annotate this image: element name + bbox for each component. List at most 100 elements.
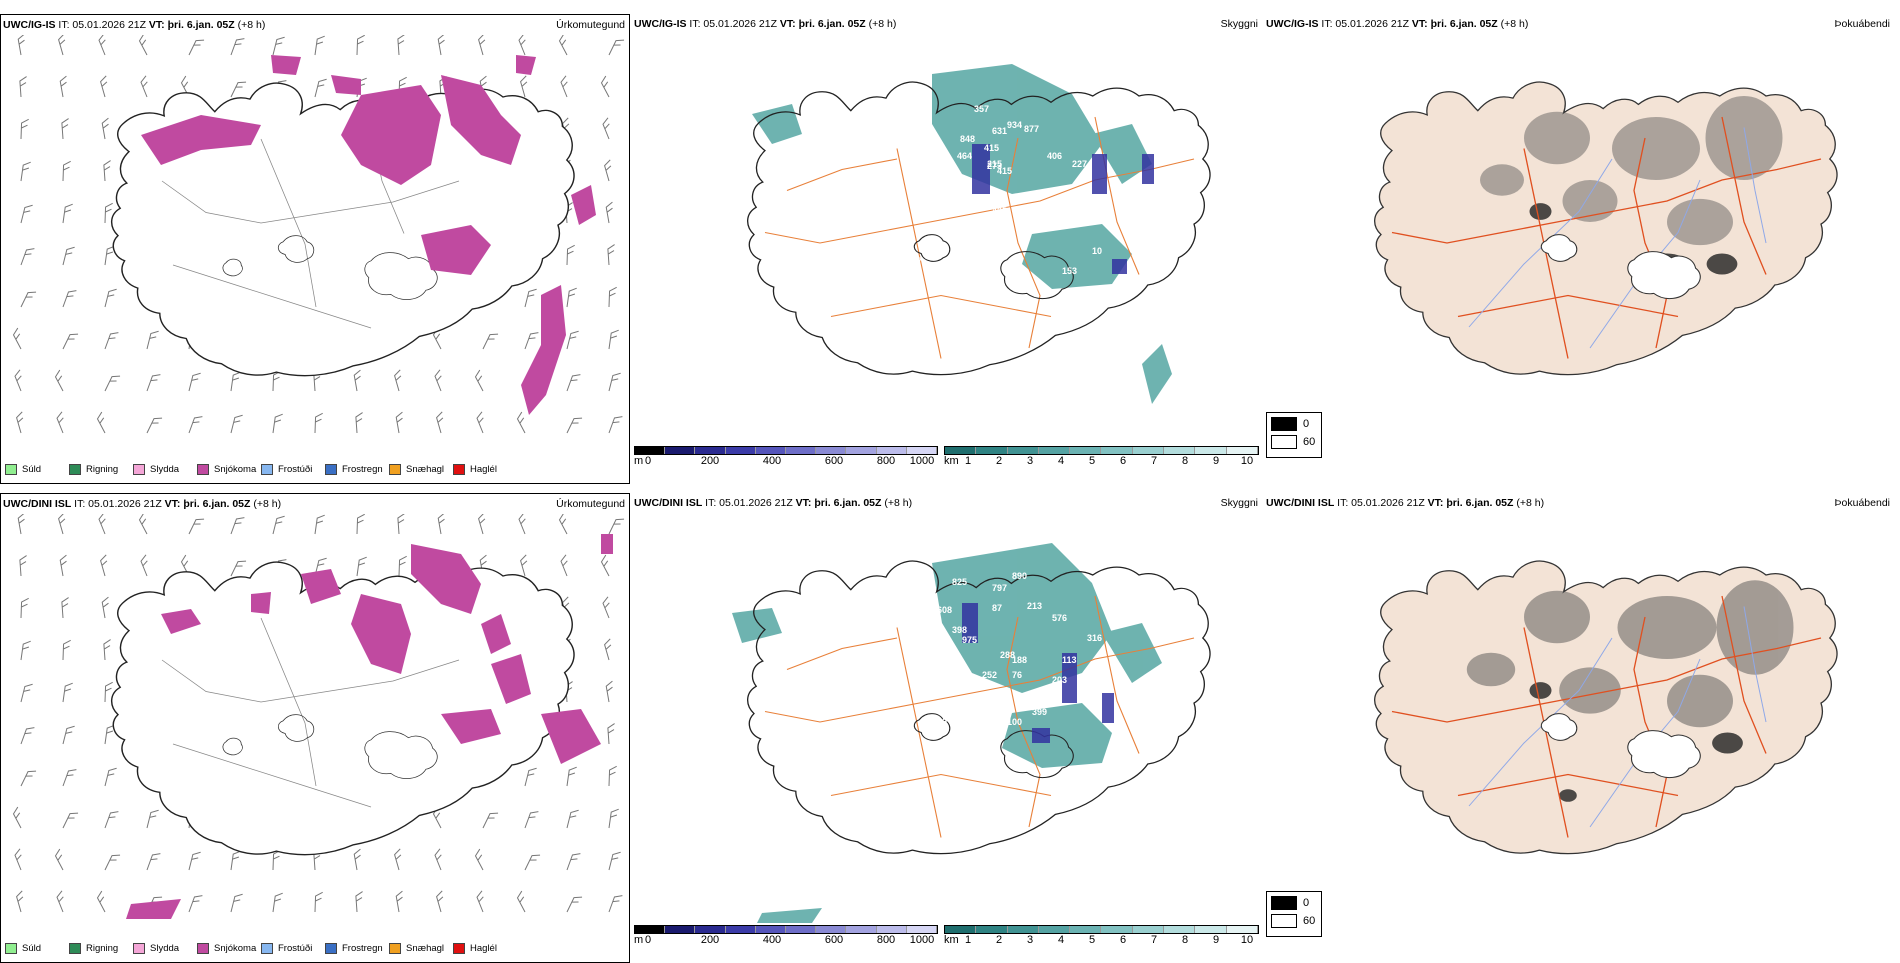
panel-header: UWC/IG-IS IT: 05.01.2026 21Z VT: þri. 6.… <box>1266 18 1892 34</box>
legend-swatch <box>1271 914 1297 928</box>
precip-panel-bottom: UWC/DINI ISL IT: 05.01.2026 21Z VT: þri.… <box>0 493 630 963</box>
lead-time: (+8 h) <box>881 497 913 509</box>
colorbar-ticks: m 0 200 400 600 800 1000 <box>634 934 935 946</box>
colorbar-swatches <box>634 446 938 455</box>
valid-time: VT: þri. 6.jan. 05Z <box>1411 18 1498 30</box>
fog-shading <box>1480 96 1783 246</box>
ceiling-value-label: 464 <box>957 151 972 161</box>
lead-time: (+8 h) <box>1513 497 1545 509</box>
legend-item: Súld <box>5 940 69 956</box>
legend-swatch <box>389 942 401 954</box>
legend-swatch <box>261 942 273 954</box>
ceiling-value-label: 257 <box>907 256 922 266</box>
snow-areas <box>141 55 596 415</box>
legend-item: Rigning <box>69 940 133 956</box>
ceiling-value-label: 357 <box>974 104 989 114</box>
ceiling-value-label: 221 <box>987 221 1002 231</box>
visibility-areas <box>732 543 1162 923</box>
legend-item: Frostregn <box>325 461 389 477</box>
ceiling-value-label: 848 <box>960 134 975 144</box>
colorbar-swatch <box>1070 447 1102 454</box>
ceiling-value-label: 415 <box>997 166 1012 176</box>
ceiling-value-label: 398 <box>952 625 967 635</box>
ceiling-value-label: 113 <box>1062 655 1077 665</box>
legend-swatch <box>69 463 81 475</box>
colorbar-swatch <box>665 447 696 454</box>
legend-item: Frostregn <box>325 940 389 956</box>
legend-swatch <box>325 463 337 475</box>
legend-item: Haglél <box>453 461 517 477</box>
colorbar-swatch <box>1226 447 1258 454</box>
init-time: IT: 05.01.2026 21Z <box>1334 497 1428 509</box>
panel-title-ceiling: Skyggni <box>1220 18 1258 30</box>
ceiling-value-label: 797 <box>992 583 1007 593</box>
colorbar-swatch <box>786 447 817 454</box>
colorbar-swatch <box>976 926 1008 933</box>
colorbar-swatch <box>816 447 847 454</box>
colorbar-swatch <box>695 926 726 933</box>
legend-item: Snæhagl <box>389 940 453 956</box>
precip-map <box>12 35 625 434</box>
legend-swatch <box>1271 896 1297 910</box>
ceiling-value-label: 215 <box>987 159 1002 169</box>
colorbar-swatch <box>1007 447 1039 454</box>
ceiling-value-label: 846 <box>787 605 802 615</box>
precip-legend: Súld Rigning Slydda Snjókoma Frostúði Fr… <box>5 940 517 956</box>
lead-time: (+8 h) <box>234 19 266 31</box>
legend-item: Frostúði <box>261 461 325 477</box>
colorbar-swatch <box>1070 926 1102 933</box>
ceiling-value-label: 526 <box>972 266 987 276</box>
ceiling-value-label: 827 <box>932 181 947 191</box>
ceiling-value-label: 203 <box>1052 675 1067 685</box>
init-time: IT: 05.01.2026 21Z <box>1318 18 1412 30</box>
legend-swatch <box>261 463 273 475</box>
colorbar-swatch <box>695 447 726 454</box>
colorbar-swatch <box>816 926 847 933</box>
legend-swatch <box>325 942 337 954</box>
panel-header: UWC/DINI ISL IT: 05.01.2026 21Z VT: þri.… <box>1266 497 1892 513</box>
ceiling-value-label: 429 <box>932 717 947 727</box>
legend-swatch <box>133 942 145 954</box>
ceiling-value-label: 257 <box>922 613 937 623</box>
init-time: IT: 05.01.2026 21Z <box>55 19 149 31</box>
lead-time: (+8 h) <box>865 18 897 30</box>
legend-item: Snjókoma <box>197 940 261 956</box>
ceiling-value-label: 608 <box>937 605 952 615</box>
ceiling-value-label: 558 <box>922 633 937 643</box>
ceiling-colorbar: m 0 200 400 600 800 1000 <box>634 925 938 948</box>
colorbar-swatch <box>665 926 696 933</box>
panel-header: UWC/IG-IS IT: 05.01.2026 21Z VT: þri. 6.… <box>3 19 627 35</box>
colorbar-swatch <box>976 447 1008 454</box>
colorbar-swatch <box>1038 926 1071 933</box>
ceiling-value-label: 227 <box>1072 159 1087 169</box>
panel-header: UWC/DINI ISL IT: 05.01.2026 21Z VT: þri.… <box>634 497 1260 513</box>
visibility-colorbar: km 1 2 3 4 5 6 7 8 9 10 <box>944 446 1259 469</box>
colorbar-swatch <box>635 447 666 454</box>
ceiling-value-label: 213 <box>1027 601 1042 611</box>
legend-swatch <box>1271 417 1297 431</box>
ceiling-value-label: 461 <box>917 655 932 665</box>
colorbar-ticks: km 1 2 3 4 5 6 7 8 9 10 <box>944 934 1254 946</box>
colorbar-swatch <box>1164 926 1196 933</box>
colorbar-swatch <box>755 447 787 454</box>
panel-title-precip: Úrkomutegund <box>556 19 625 31</box>
colorbar-swatch <box>906 926 938 933</box>
valid-time: VT: þri. 6.jan. 05Z <box>164 498 251 510</box>
legend-item: Snæhagl <box>389 461 453 477</box>
ceiling-value-label: 87 <box>992 603 1002 613</box>
init-time: IT: 05.01.2026 21Z <box>702 497 796 509</box>
colorbar-swatch <box>725 926 756 933</box>
legend-swatch <box>69 942 81 954</box>
visibility-areas <box>752 64 1172 404</box>
colorbar-swatches <box>634 925 938 934</box>
legend-swatch <box>389 463 401 475</box>
ceiling-value-label: 705 <box>852 561 867 571</box>
ceiling-value-label: 425 <box>992 206 1007 216</box>
ceiling-value-label: 877 <box>1024 124 1039 134</box>
valid-time: VT: þri. 6.jan. 05Z <box>1427 497 1514 509</box>
legend-swatch <box>5 463 17 475</box>
colorbar-swatch <box>1164 447 1196 454</box>
ceiling-value-label: 100 <box>1007 717 1022 727</box>
